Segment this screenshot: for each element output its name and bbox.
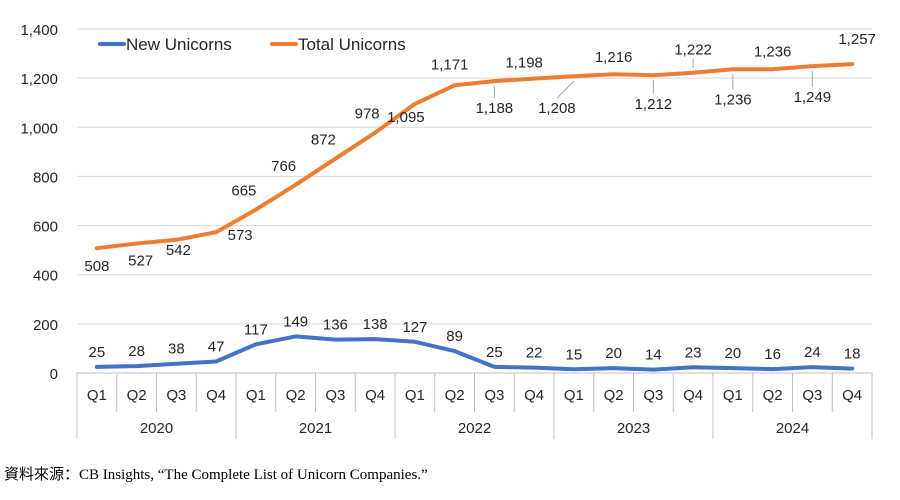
data-label-new-unicorns: 15: [566, 346, 583, 363]
data-label-new-unicorns: 18: [844, 346, 861, 363]
data-label-new-unicorns: 14: [645, 347, 662, 364]
data-label-new-unicorns: 23: [685, 344, 702, 361]
year-label: 2020: [140, 420, 173, 437]
data-label-new-unicorns: 28: [128, 343, 145, 360]
axes: 0 200 400 600 800 1,000 1,200 1,400 Q1 Q2 Q3 Q4 Q1 Q2…: [20, 22, 873, 439]
gridlines: [77, 28, 872, 325]
x-tick-label: Q4: [206, 387, 226, 404]
data-label-new-unicorns: 20: [725, 345, 742, 362]
data-label-total-unicorns: 872: [311, 132, 336, 149]
x-tick-label: Q1: [405, 387, 425, 404]
y-tick-label: 1,200: [20, 71, 58, 88]
data-label-new-unicorns: 38: [168, 341, 185, 358]
data-label-total-unicorns: 1,198: [505, 55, 543, 72]
data-label-new-unicorns: 22: [526, 345, 543, 362]
data-label-total-unicorns: 1,212: [635, 96, 673, 113]
data-label-total-unicorns: 573: [228, 227, 253, 244]
data-label-total-unicorns: 508: [84, 258, 109, 275]
legend-label-new-unicorns: New Unicorns: [126, 35, 232, 54]
x-tick-label: Q1: [564, 387, 584, 404]
source-note: 資料來源：CB Insights, “The Complete List of …: [4, 467, 428, 483]
line-chart: 0 200 400 600 800 1,000 1,200 1,400 Q1 Q2 Q3 Q4 Q1 Q2…: [20, 22, 876, 439]
year-label: 2021: [299, 420, 332, 437]
data-labels: 25 28 38 47 117 149 136 138 127 89 25 22 15 20 14 23 20 1…: [84, 31, 876, 363]
data-label-total-unicorns: 1,249: [794, 89, 832, 106]
data-label-total-unicorns: 1,095: [387, 109, 425, 126]
y-tick-label: 1,000: [20, 120, 58, 137]
x-tick-label: Q1: [246, 387, 266, 404]
x-tick-label: Q2: [763, 387, 783, 404]
x-tick-label: Q1: [87, 387, 107, 404]
data-label-total-unicorns: 978: [355, 106, 380, 123]
data-label-new-unicorns: 20: [605, 345, 622, 362]
legend-label-total-unicorns: Total Unicorns: [298, 35, 406, 54]
x-tick-label: Q3: [166, 387, 186, 404]
x-tick-label: Q3: [325, 387, 345, 404]
data-label-total-unicorns: 542: [166, 242, 191, 259]
y-tick-label: 800: [33, 169, 58, 186]
y-tick-label: 600: [33, 219, 58, 236]
series-lines: [94, 62, 855, 372]
x-tick-label: Q4: [842, 387, 862, 404]
label-leader-lines: [493, 58, 813, 99]
data-label-new-unicorns: 25: [89, 344, 106, 361]
x-tick-label: Q4: [524, 387, 544, 404]
legend: New Unicorns Total Unicorns: [98, 35, 406, 54]
year-label: 2022: [458, 420, 491, 437]
x-tick-label: Q3: [484, 387, 504, 404]
data-label-new-unicorns: 47: [208, 338, 225, 355]
y-tick-label: 0: [50, 366, 58, 383]
x-tick-label: Q1: [723, 387, 743, 404]
data-label-total-unicorns: 527: [128, 253, 153, 270]
data-label-new-unicorns: 117: [244, 321, 268, 338]
data-label-new-unicorns: 24: [804, 344, 821, 361]
data-label-total-unicorns: 1,188: [476, 100, 514, 117]
total-unicorns-line: [94, 62, 855, 251]
data-label-new-unicorns: 25: [486, 344, 503, 361]
x-tick-label: Q2: [286, 387, 306, 404]
data-label-total-unicorns: 766: [271, 158, 296, 175]
data-label-total-unicorns: 1,216: [595, 49, 633, 66]
data-label-total-unicorns: 1,236: [714, 91, 752, 108]
x-tick-label: Q3: [802, 387, 822, 404]
leader-line: [556, 80, 575, 99]
x-tick-label: Q4: [365, 387, 385, 404]
x-tick-label: Q2: [127, 387, 147, 404]
data-label-total-unicorns: 1,222: [674, 42, 712, 59]
data-label-total-unicorns: 1,208: [538, 100, 576, 117]
data-label-total-unicorns: 1,171: [431, 56, 469, 73]
data-label-total-unicorns: 1,236: [754, 43, 792, 60]
data-label-new-unicorns: 127: [402, 319, 427, 336]
x-tick-label: Q2: [604, 387, 624, 404]
data-label-new-unicorns: 138: [363, 316, 388, 333]
y-tick-label: 200: [33, 317, 58, 334]
x-tick-label: Q4: [683, 387, 703, 404]
year-label: 2024: [776, 420, 809, 437]
data-label-new-unicorns: 16: [764, 346, 781, 363]
y-tick-label: 400: [33, 268, 58, 285]
year-label: 2023: [617, 420, 650, 437]
new-unicorns-line: [94, 334, 855, 372]
x-tick-label: Q3: [643, 387, 663, 404]
data-label-new-unicorns: 89: [446, 328, 463, 345]
data-label-total-unicorns: 1,257: [838, 31, 876, 48]
data-label-total-unicorns: 665: [231, 183, 256, 200]
x-tick-label: Q2: [445, 387, 465, 404]
data-label-new-unicorns: 136: [323, 317, 348, 334]
data-label-new-unicorns: 149: [283, 313, 308, 330]
y-tick-label: 1,400: [20, 22, 58, 39]
